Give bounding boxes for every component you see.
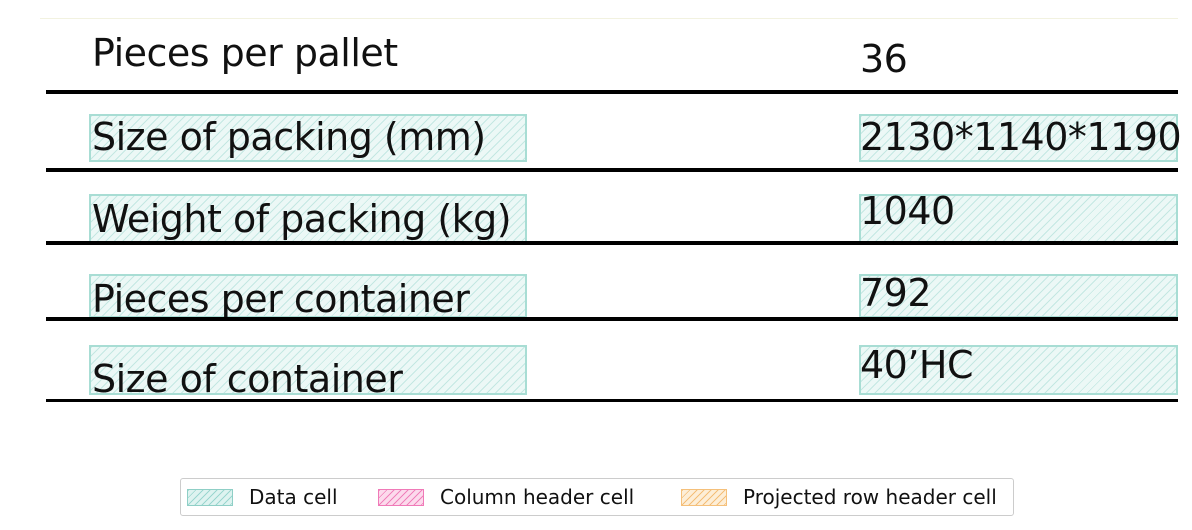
- data-cell-highlight: [89, 114, 527, 162]
- data-cell-highlight: [859, 114, 1178, 162]
- row-value-size-of-container: 40’HC: [860, 343, 974, 387]
- data-cell-highlight: [859, 274, 1178, 318]
- row-divider: [46, 399, 1178, 402]
- legend-label: Projected row header cell: [743, 485, 997, 509]
- data-cell-highlight: [89, 345, 527, 395]
- row-label-size-of-container: Size of container: [92, 357, 403, 401]
- table-top-edge: [40, 18, 1178, 19]
- row-label-size-of-packing: Size of packing (mm): [92, 115, 486, 159]
- data-cell-swatch-icon: [187, 488, 233, 506]
- row-value-size-of-packing: 2130*1140*1190: [860, 115, 1182, 159]
- row-value-pieces-per-pallet: 36: [860, 37, 908, 81]
- legend-item-data-cell: Data cell: [187, 479, 338, 515]
- row-label-weight-of-packing: Weight of packing (kg): [92, 197, 512, 241]
- row-value-pieces-per-container: 792: [860, 271, 932, 315]
- column-header-swatch-icon: [378, 488, 424, 506]
- legend-label: Column header cell: [440, 485, 635, 509]
- row-label-pieces-per-pallet: Pieces per pallet: [92, 31, 398, 75]
- row-divider: [46, 168, 1178, 172]
- legend: Data cell Column header cell Projected r…: [180, 478, 1014, 516]
- legend-label: Data cell: [249, 485, 338, 509]
- row-divider: [46, 241, 1178, 245]
- row-label-pieces-per-container: Pieces per container: [92, 277, 470, 321]
- legend-item-column-header-cell: Column header cell: [378, 479, 634, 515]
- row-divider: [46, 317, 1178, 321]
- legend-item-projected-row-header-cell: Projected row header cell: [681, 479, 997, 515]
- row-divider: [46, 90, 1178, 94]
- projected-row-header-swatch-icon: [681, 488, 727, 506]
- spec-table: Pieces per pallet 36 Size of packing (mm…: [40, 14, 1182, 409]
- data-cell-highlight: [89, 274, 527, 318]
- data-cell-highlight: [859, 345, 1178, 395]
- row-value-weight-of-packing: 1040: [860, 189, 955, 233]
